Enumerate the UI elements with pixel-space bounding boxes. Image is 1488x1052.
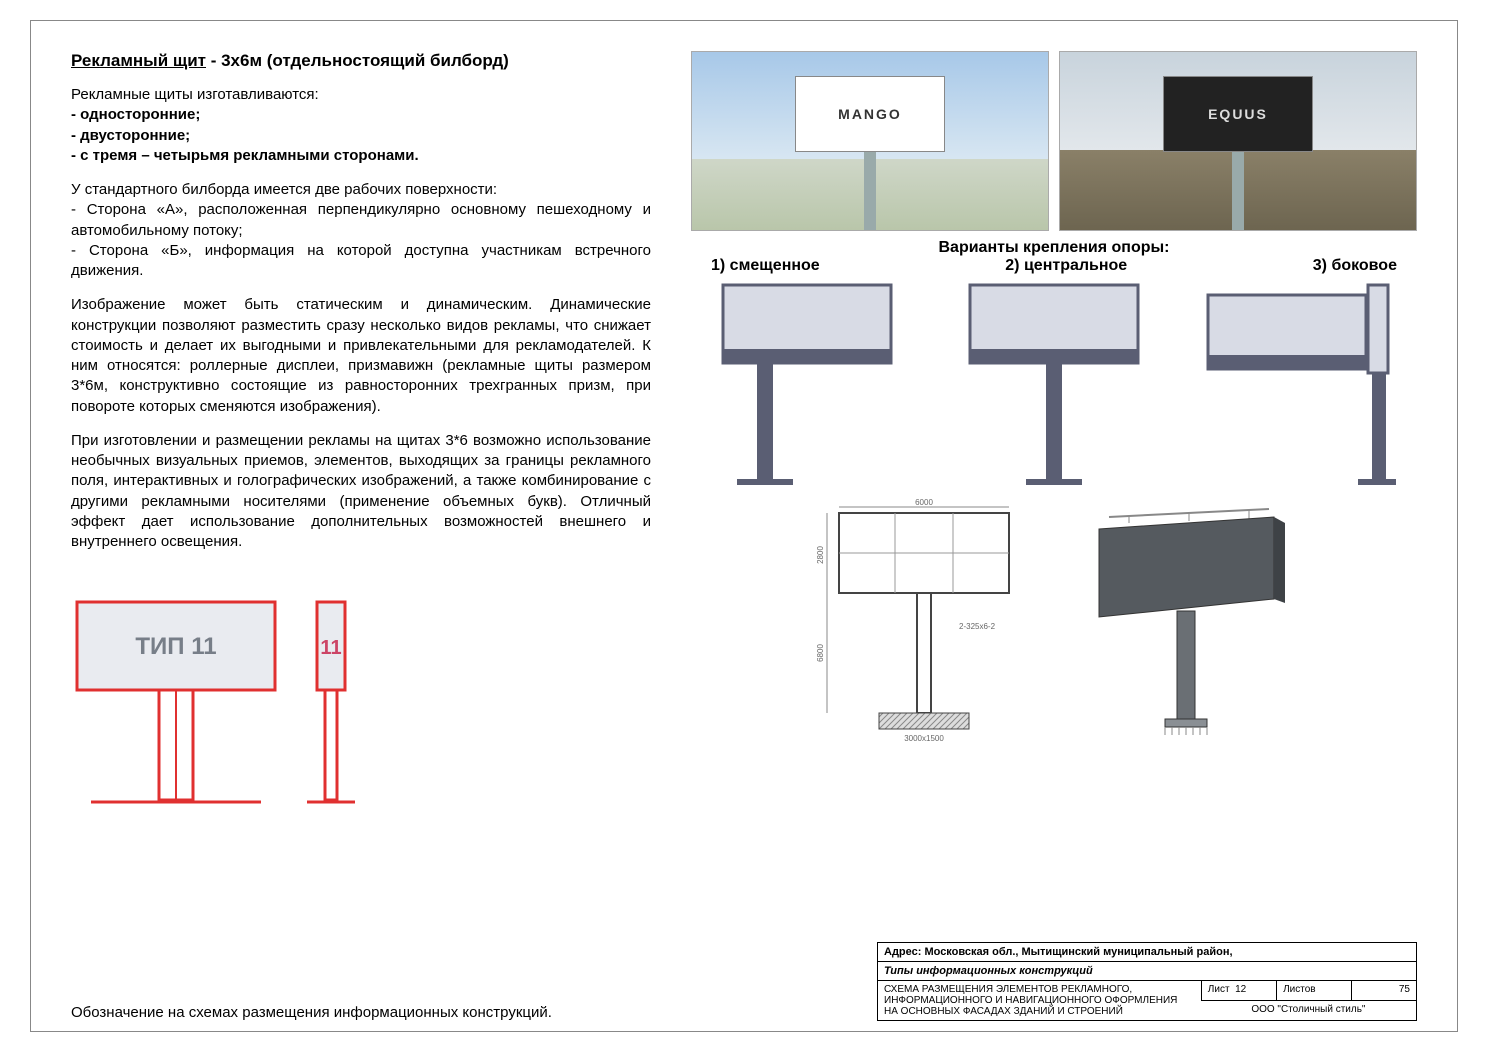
photo-left: MANGO [691, 51, 1049, 231]
svg-text:2-325x6-2: 2-325x6-2 [959, 622, 996, 631]
right-column: MANGO EQUUS Варианты крепления опоры: 1)… [691, 51, 1417, 1021]
tech-drawings-row: 6000 2800 2-325x6-2 6800 3000x1500 [691, 499, 1417, 754]
para2a: У стандартного билборда имеется две рабо… [71, 180, 651, 200]
type-sample-diagram: ТИП 11 11 [71, 596, 651, 806]
photos-row: MANGO EQUUS [691, 51, 1417, 231]
variant-3-label: 3) боковое [1313, 257, 1397, 275]
bullet-1: - односторонние; [71, 106, 200, 123]
type-label-text: ТИП 11 [135, 633, 216, 660]
svg-text:2800: 2800 [816, 546, 825, 564]
type-front-view: ТИП 11 [71, 596, 281, 806]
svg-text:6000: 6000 [915, 499, 933, 507]
headline-rest: - 3x6м (отдельностоящий билборд) [206, 51, 509, 70]
tb-scheme: СХЕМА РАЗМЕЩЕНИЯ ЭЛЕМЕНТОВ РЕКЛАМНОГО, И… [878, 981, 1201, 1021]
variant-2-label: 2) центральное [1005, 257, 1127, 275]
para2b: - Сторона «А», расположенная перпендикул… [71, 200, 651, 241]
tech-drawing-render [1069, 499, 1299, 754]
variants-labels: 1) смещенное 2) центральное 3) боковое [691, 257, 1417, 275]
tb-address: Адрес: Московская обл., Мытищинский муни… [878, 943, 1416, 962]
photo-left-label: MANGO [795, 76, 945, 152]
para2c: - Сторона «Б», информация на которой дос… [71, 241, 651, 282]
type-side-text: 11 [320, 637, 341, 659]
left-column: Рекламный щит - 3x6м (отдельностоящий би… [71, 51, 651, 1021]
variants-title: Варианты крепления опоры: [691, 239, 1417, 257]
page-frame: Рекламный щит - 3x6м (отдельностоящий би… [30, 20, 1458, 1032]
para3: Изображение может быть статическим и дин… [71, 295, 651, 417]
tb-company: ООО "Столичный стиль" [1201, 1001, 1416, 1021]
type-side-view: 11 [301, 596, 361, 806]
tech-drawing-front: 6000 2800 2-325x6-2 6800 3000x1500 [809, 499, 1039, 754]
bullet-3: - с тремя – четырьмя рекламными сторонам… [71, 147, 419, 164]
variant-3-diagram [1185, 279, 1417, 489]
photo-right: EQUUS [1059, 51, 1417, 231]
diagram-caption: Обозначение на схемах размещения информа… [71, 994, 651, 1021]
variant-2-diagram [938, 279, 1170, 489]
variant-boards-row [691, 279, 1417, 489]
variant-1-label: 1) смещенное [711, 257, 820, 275]
bullet-2: - двусторонние; [71, 127, 190, 144]
svg-text:3000x1500: 3000x1500 [904, 734, 944, 743]
tb-types: Типы информационных конструкций [878, 962, 1416, 981]
headline: Рекламный щит - 3x6м (отдельностоящий би… [71, 51, 651, 71]
headline-bold: Рекламный щит [71, 51, 206, 70]
svg-text:6800: 6800 [816, 644, 825, 662]
variant-1-diagram [691, 279, 923, 489]
para4: При изготовлении и размещении рекламы на… [71, 431, 651, 553]
photo-right-label: EQUUS [1163, 76, 1313, 152]
title-block: Адрес: Московская обл., Мытищинский муни… [877, 942, 1417, 1021]
intro-line: Рекламные щиты изготавливаются: [71, 85, 651, 105]
